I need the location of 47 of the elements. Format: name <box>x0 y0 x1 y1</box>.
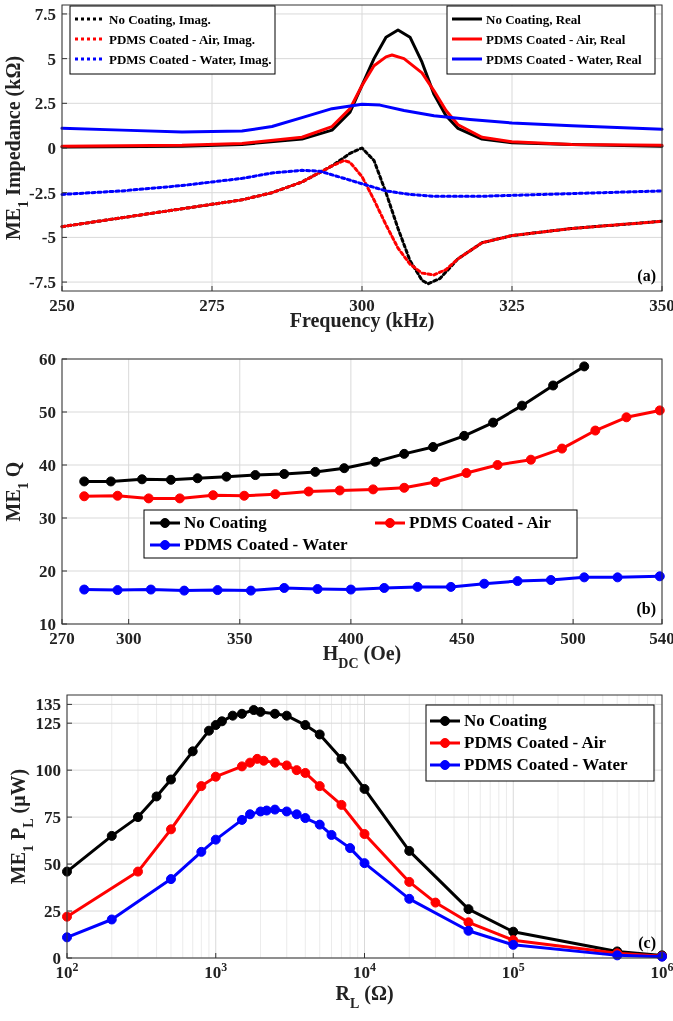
x-tick-label: 500 <box>560 629 586 648</box>
y-tick-label: 30 <box>39 509 56 528</box>
legend-label: PDMS Coated - Water <box>184 535 348 554</box>
legend-label: No Coating, Imag. <box>109 12 211 27</box>
legend-label: PDMS Coated - Air <box>464 733 607 752</box>
y-tick-label: 50 <box>44 855 61 875</box>
x-tick-label: 250 <box>49 296 75 315</box>
y-tick-label: 5 <box>47 49 56 69</box>
y-tick-label: -7.5 <box>29 273 56 293</box>
y-tick-label: 135 <box>35 695 61 715</box>
legend-label: PDMS Coated - Water <box>464 755 628 774</box>
x-tick-label: 450 <box>449 629 475 648</box>
y-tick-label: -2.5 <box>29 183 56 203</box>
legend-label: PDMS Coated - Air <box>409 513 552 532</box>
y-tick-label: 60 <box>39 350 56 369</box>
y-tick-label: 2.5 <box>34 94 56 114</box>
y-tick-label: 25 <box>44 902 61 922</box>
y-tick-label: 125 <box>35 714 61 734</box>
y-tick-label: 100 <box>35 761 61 781</box>
annotation: (c) <box>638 934 656 952</box>
legend-label: No Coating <box>464 711 548 730</box>
legend-label: No Coating <box>184 513 268 532</box>
x-axis-title: R$_{L}$ (Ω) <box>335 982 394 1011</box>
x-tick-label: 300 <box>349 296 375 315</box>
x-tick-label: 10$^{5}$ <box>501 960 525 982</box>
y-tick-label: 7.5 <box>34 4 56 24</box>
y-tick-label: 75 <box>44 808 61 828</box>
annotation: (b) <box>636 600 656 618</box>
legend-label: PDMS Coated - Water, Imag. <box>109 52 272 67</box>
x-tick-label: 10$^{6}$ <box>650 960 673 982</box>
y-tick-label: 50 <box>39 403 56 422</box>
y-tick-label: 0 <box>47 139 56 158</box>
y-tick-label: -5 <box>41 228 56 248</box>
x-tick-label: 400 <box>338 629 364 648</box>
y-tick-label: 40 <box>39 456 56 475</box>
x-tick-label: 10$^{3}$ <box>204 960 228 982</box>
legend-label: PDMS Coated - Water, Real <box>486 52 643 67</box>
x-tick-label: 275 <box>199 296 225 315</box>
x-tick-label: 300 <box>115 629 142 648</box>
x-tick-label: 10$^{4}$ <box>353 960 377 982</box>
legend-label: No Coating, Real <box>486 12 582 27</box>
y-tick-label: 20 <box>39 562 56 581</box>
annotation: (a) <box>637 267 656 285</box>
legend-label: PDMS Coated - Air, Imag. <box>109 32 256 47</box>
x-tick-label: 325 <box>499 296 525 315</box>
x-tick-label: 350 <box>227 629 253 648</box>
legend-label: PDMS Coated - Air, Real <box>486 32 626 47</box>
